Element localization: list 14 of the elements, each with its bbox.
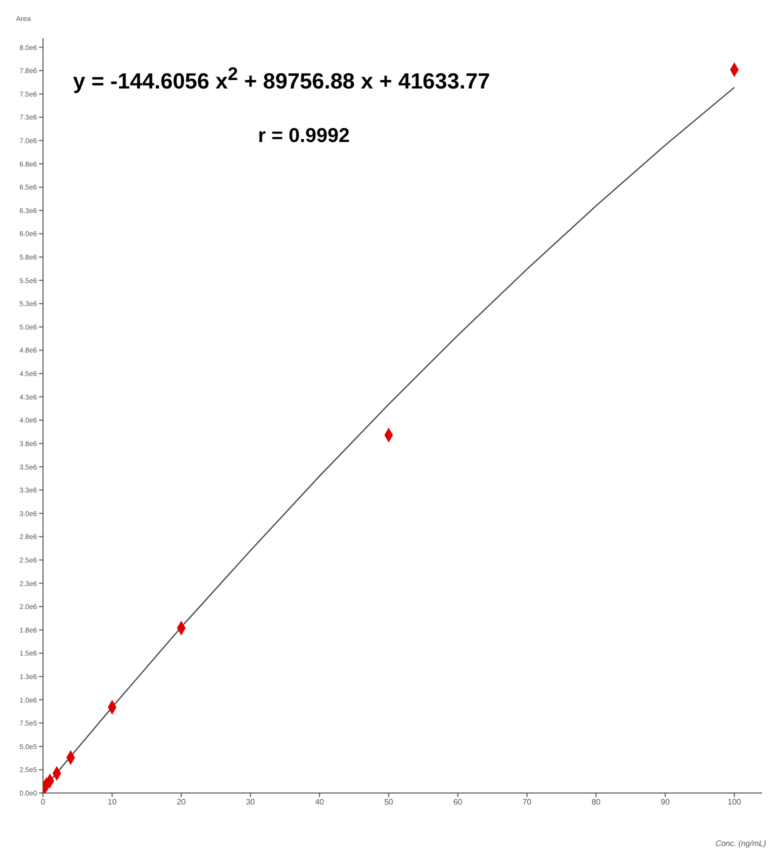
x-tick-label: 70 bbox=[522, 798, 532, 807]
x-tick-label: 10 bbox=[108, 798, 118, 807]
x-tick-label: 60 bbox=[453, 798, 463, 807]
x-tick-label: 90 bbox=[660, 798, 670, 807]
x-tick-label: 30 bbox=[246, 798, 256, 807]
x-tick-label: 20 bbox=[176, 798, 186, 807]
x-tick-label: 40 bbox=[315, 798, 325, 807]
x-axis-title: Conc. (ng/mL) bbox=[715, 839, 766, 848]
x-tick-label: 80 bbox=[592, 798, 602, 807]
x-tick-label: 0 bbox=[40, 798, 46, 807]
x-tick-label: 100 bbox=[728, 798, 742, 807]
x-tick-label: 50 bbox=[384, 798, 394, 807]
annotation: y = -144.6056 x$^{2}$ + 89756.88 x + 41633.77 bbox=[73, 63, 490, 94]
annotation: r = 0.9992 bbox=[258, 125, 350, 148]
